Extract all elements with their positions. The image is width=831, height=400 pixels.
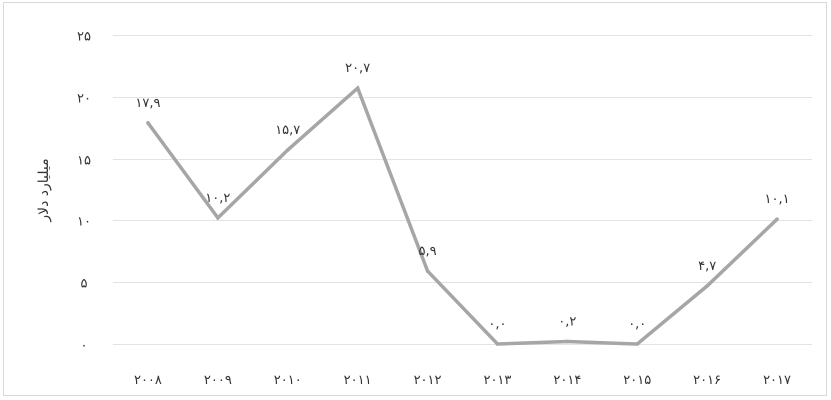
data-label: ۰,۰ <box>628 317 646 332</box>
data-label: ۰,۰ <box>488 317 506 332</box>
data-point <box>216 216 220 220</box>
gridlines <box>113 35 812 345</box>
x-tick-label: ۲۰۱۴ <box>553 373 581 388</box>
data-label: ۱۰,۲ <box>205 191 230 206</box>
data-label: ۱۵,۷ <box>275 123 300 138</box>
chart-frame <box>3 2 827 396</box>
data-label: ۴,۷ <box>698 259 716 274</box>
data-point <box>355 86 360 90</box>
y-tick-label: ۱۰ <box>77 215 91 230</box>
y-tick-label: ۲۰ <box>77 92 91 107</box>
x-tick-label: ۲۰۱۰ <box>274 373 302 388</box>
y-tick-label: ۲۵ <box>77 30 91 45</box>
data-point <box>635 342 640 346</box>
data-labels: ۱۷,۹ ۱۰,۲ ۱۵,۷ ۲۰,۷ ۵,۹ ۰,۰ ۰,۲ ۰,۰ ۴,۷ ۱۰,۱ <box>135 61 789 332</box>
data-label: ۲۰,۷ <box>345 61 370 76</box>
x-tick-label: ۲۰۱۳ <box>483 373 511 388</box>
data-point <box>565 339 570 344</box>
y-tick-label: ۰ <box>81 339 88 354</box>
y-axis-label: میلیارد دلار <box>36 158 52 222</box>
data-point <box>425 269 430 273</box>
data-point <box>285 148 290 152</box>
data-label: ۱۷,۹ <box>135 96 160 111</box>
data-label: ۰,۲ <box>558 315 576 330</box>
y-axis-ticks: ۰ ۵ ۱۰ ۱۵ ۲۰ ۲۵ <box>77 30 91 354</box>
y-tick-label: ۱۵ <box>77 154 91 169</box>
data-point <box>775 217 779 221</box>
data-point <box>146 120 150 125</box>
x-tick-label: ۲۰۱۲ <box>414 373 442 388</box>
data-point <box>705 284 709 288</box>
x-tick-label: ۲۰۱۱ <box>344 373 372 388</box>
x-tick-label: ۲۰۰۹ <box>204 373 232 388</box>
y-tick-label: ۵ <box>81 277 88 292</box>
x-tick-label: ۲۰۱۵ <box>623 373 651 388</box>
data-point <box>495 342 500 346</box>
x-tick-label: ۲۰۱۶ <box>693 373 721 388</box>
x-axis-ticks: ۲۰۰۸ ۲۰۰۹ ۲۰۱۰ ۲۰۱۱ ۲۰۱۲ ۲۰۱۳ ۲۰۱۴ ۲۰۱۵ ۲۰۱۶ ۲۰۱۷ <box>134 373 791 388</box>
series-layer <box>146 85 779 346</box>
series-line <box>146 85 779 346</box>
data-label: ۵,۹ <box>418 244 436 259</box>
x-tick-label: ۲۰۱۷ <box>763 373 791 388</box>
x-tick-label: ۲۰۰۸ <box>134 373 162 388</box>
data-label: ۱۰,۱ <box>765 192 790 207</box>
